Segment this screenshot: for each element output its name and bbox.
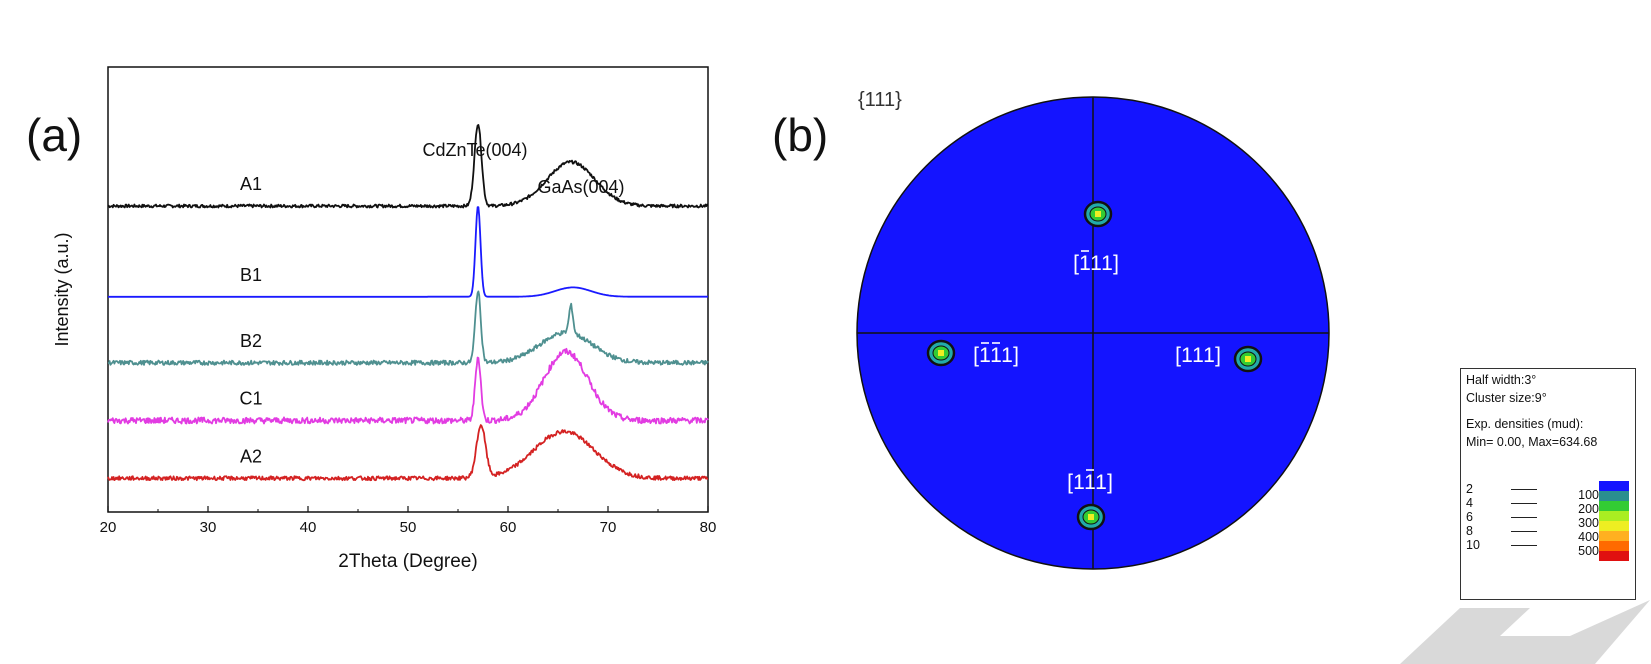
miller-index-char: 1 [1095,471,1107,494]
contour-level-value: 10 [1466,538,1480,552]
miller-index-char: 1 [1001,344,1013,367]
miller-index-char: ] [1215,344,1221,367]
miller-index-char: 1 [1192,344,1204,367]
x-tick-label: 60 [500,519,517,536]
colorbar-segment [1599,541,1629,552]
pole-figure-legend: Half width:3° Cluster size:9° Exp. densi… [1460,368,1636,600]
colorbar-segment [1599,481,1629,492]
miller-index-char: 1 [979,344,991,367]
legend-min-max: Min= 0.00, Max=634.68 [1466,435,1598,449]
series-label-A2: A2 [240,446,262,466]
contour-level-dash [1511,517,1537,518]
pole-label-left: [1 1 1] [973,342,1019,367]
pole-figure-title: {111} [858,89,902,111]
miller-index-char: 1 [990,344,1002,367]
colorbar-label: 400 [1578,530,1599,544]
miller-index-char: [ [973,344,979,367]
colorbar-segment [1599,521,1629,532]
y-axis-label: Intensity (a.u.) [52,232,72,346]
contour-level-dash [1511,503,1537,504]
miller-index-char: 1 [1084,471,1096,494]
pole-spot-core [1088,514,1094,520]
x-tick-label: 40 [300,519,317,536]
colorbar-segment [1599,501,1629,512]
miller-index-char: 1 [1203,344,1215,367]
miller-index-char: [ [1175,344,1181,367]
contour-level-value: 6 [1466,510,1473,524]
contour-level-row: 8 [1466,524,1537,538]
legend-contour-levels: 2 4 6 8 10 [1466,482,1537,552]
miller-index-char: [ [1073,252,1079,275]
legend-exp-densities: Exp. densities (mud): [1466,417,1584,431]
series-label-B1: B1 [240,265,262,285]
miller-index-char: 1 [1079,252,1091,275]
series-line-B1 [107,206,709,298]
colorbar-segment [1599,531,1629,542]
contour-level-dash [1511,545,1537,546]
x-tick-label: 70 [600,519,617,536]
series-label-A1: A1 [240,174,262,194]
watermark-logo [1400,600,1650,664]
series-label-B2: B2 [240,331,262,351]
miller-index-char: ] [1013,344,1019,367]
colorbar-segment [1599,551,1629,561]
contour-level-row: 6 [1466,510,1537,524]
legend-cluster-size: Cluster size:9° [1466,391,1547,405]
colorbar [1599,481,1629,561]
pole-spot-core [938,350,944,356]
miller-index-char: 1 [1101,252,1113,275]
contour-level-value: 4 [1466,496,1473,510]
contour-level-row: 4 [1466,496,1537,510]
miller-index-char: 1 [1073,471,1085,494]
colorbar-labels: 100 200 300 400 500 [1569,488,1599,558]
contour-level-dash [1511,531,1537,532]
x-tick-label: 30 [200,519,217,536]
x-tick-label: 20 [100,519,117,536]
panel-label-b: (b) [772,109,829,161]
miller-index-char: 1 [1090,252,1102,275]
series-label-C1: C1 [239,389,262,409]
miller-index-char: ] [1113,252,1119,275]
x-axis-label: 2Theta (Degree) [338,551,477,572]
peak-annotation: CdZnTe(004) [422,140,527,160]
colorbar-label: 200 [1578,502,1599,516]
colorbar-label: 500 [1578,544,1599,558]
series-line-A1 [107,124,709,209]
contour-level-value: 2 [1466,482,1473,496]
x-tick-label: 80 [700,519,717,536]
contour-level-row: 10 [1466,538,1537,552]
peak-annotation: GaAs(004) [537,177,624,197]
colorbar-label: 300 [1578,516,1599,530]
colorbar-segment [1599,491,1629,502]
legend-half-width: Half width:3° [1466,373,1537,387]
series-line-A2 [107,424,709,482]
colorbar-label: 100 [1578,488,1599,502]
miller-index-char: ] [1107,471,1113,494]
miller-index-char: 1 [1181,344,1193,367]
contour-level-dash [1511,489,1537,490]
pole-spot-core [1245,356,1251,362]
contour-level-value: 8 [1466,524,1473,538]
contour-level-row: 2 [1466,482,1537,496]
series-line-C1 [107,347,709,425]
pole-spot-core [1095,211,1101,217]
pole-label-right: [1 1 1] [1175,344,1221,367]
miller-index-char: [ [1067,471,1073,494]
series-line-B2 [107,290,709,366]
panel-label-a: (a) [26,109,83,161]
pole-label-bottom: [1 1 1] [1067,469,1113,494]
x-tick-label: 50 [400,519,417,536]
colorbar-segment [1599,511,1629,522]
pole-label-top: [1 1 1] [1073,250,1119,275]
